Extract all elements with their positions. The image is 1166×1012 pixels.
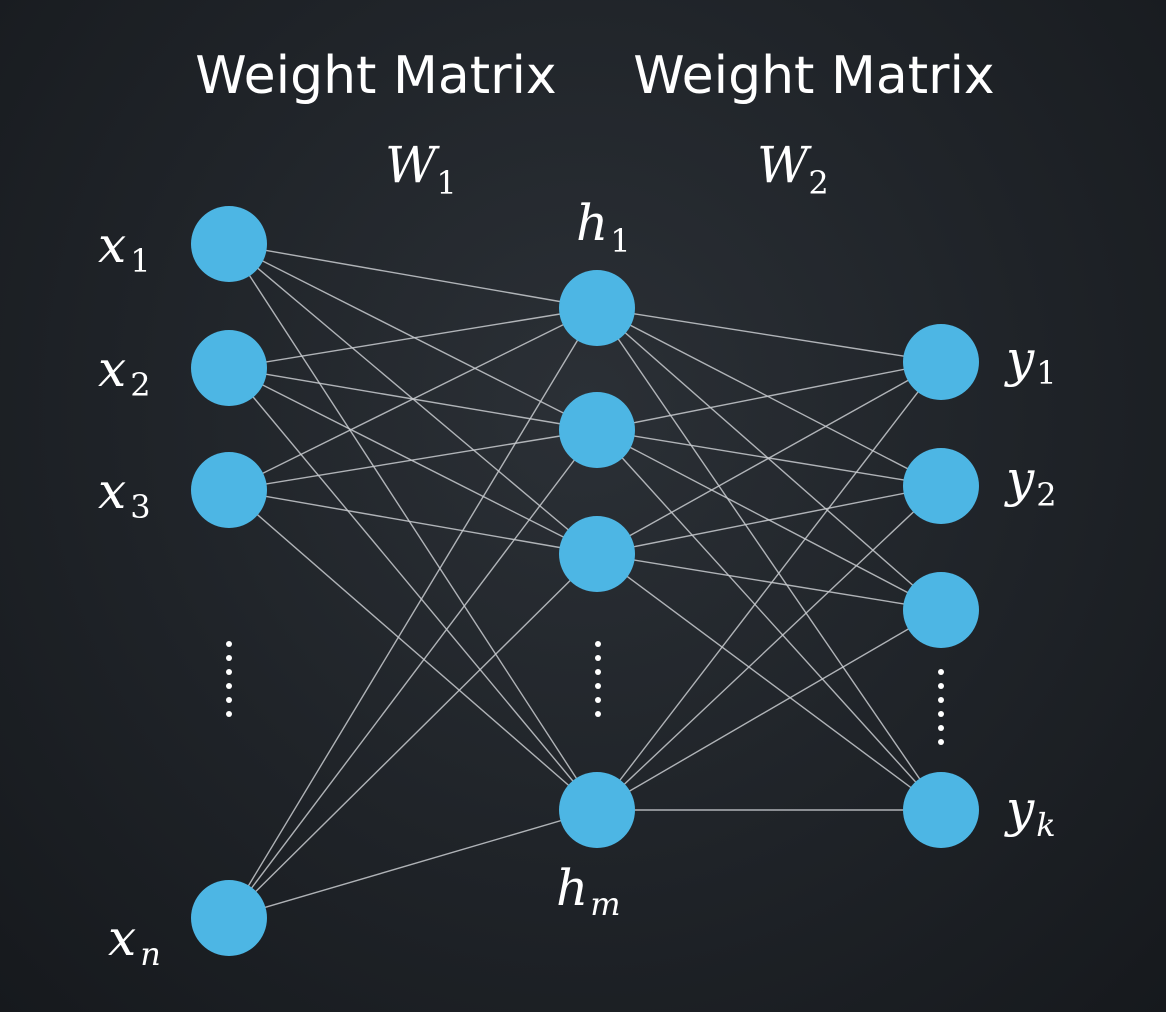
hidden-label-h1-base: h [576, 194, 608, 252]
hidden-ellipsis-dot [595, 641, 601, 647]
weight-matrix-heading-left: Weight Matrix [195, 46, 556, 106]
input-ellipsis-dot [226, 711, 232, 717]
input-ellipsis [226, 641, 232, 717]
hidden-label-h1-sub: 1 [610, 222, 630, 260]
hidden-label-hm-sub: m [590, 885, 620, 923]
output-node-4 [903, 772, 979, 848]
output-label-y1-base: y [1004, 330, 1035, 388]
edge-hidden-output [596, 361, 942, 811]
output-label-yk: yk [1004, 780, 1056, 844]
edge-hidden-output [596, 361, 942, 431]
edge-input-hidden [228, 489, 598, 811]
edge-hidden-output [596, 429, 942, 811]
edge-input-hidden [228, 307, 598, 369]
edge-input-hidden [228, 429, 598, 919]
edge-hidden-output [596, 307, 942, 611]
edge-hidden-output [596, 307, 942, 811]
edge-hidden-output [596, 485, 942, 555]
hidden-label-h1: h1 [576, 194, 631, 260]
hidden-label-hm: hm [556, 859, 621, 923]
edge-input-hidden [228, 307, 598, 919]
input-ellipsis-dot [226, 683, 232, 689]
input-label-xn-base: x [108, 909, 136, 967]
edge-input-hidden [228, 367, 598, 811]
edge-input-hidden [228, 243, 598, 431]
edge-input-hidden [228, 243, 598, 309]
input-label-x3-sub: 3 [130, 488, 150, 526]
input-node-4 [191, 880, 267, 956]
input-node-2 [191, 330, 267, 406]
edge-hidden-output [596, 361, 942, 555]
input-node-3 [191, 452, 267, 528]
hidden-node-2 [559, 392, 635, 468]
hidden-label-hm-base: h [556, 859, 588, 917]
hidden-ellipsis [595, 641, 601, 717]
network-nodes [191, 206, 979, 956]
output-ellipsis-dot [938, 683, 944, 689]
output-ellipsis [938, 669, 944, 745]
output-node-1 [903, 324, 979, 400]
input-ellipsis-dot [226, 697, 232, 703]
input-label-x2-sub: 2 [130, 366, 150, 404]
output-ellipsis-dot [938, 669, 944, 675]
edge-input-hidden [228, 489, 598, 555]
output-label-y2-sub: 2 [1036, 476, 1056, 514]
edge-hidden-output [596, 485, 942, 811]
edge-hidden-output [596, 609, 942, 811]
input-label-x1-sub: 1 [130, 242, 150, 280]
w2-sub: 2 [808, 164, 828, 202]
edge-input-hidden [228, 367, 598, 555]
input-ellipsis-dot [226, 669, 232, 675]
input-node-1 [191, 206, 267, 282]
edge-input-hidden [228, 809, 598, 919]
output-ellipsis-dot [938, 711, 944, 717]
input-label-xn-sub: n [140, 935, 161, 973]
w2-label: W2 [757, 136, 829, 202]
output-ellipsis-dot [938, 725, 944, 731]
hidden-node-4 [559, 772, 635, 848]
output-node-2 [903, 448, 979, 524]
output-label-yk-sub: k [1036, 806, 1055, 844]
connection-lines [228, 243, 942, 919]
output-label-yk-base: y [1004, 780, 1035, 838]
edge-input-hidden [228, 429, 598, 491]
input-label-x3-base: x [98, 462, 126, 520]
hidden-node-3 [559, 516, 635, 592]
hidden-node-1 [559, 270, 635, 346]
input-ellipsis-dot [226, 641, 232, 647]
hidden-ellipsis-dot [595, 711, 601, 717]
w2-base: W [757, 136, 812, 194]
input-label-x2-base: x [98, 340, 126, 398]
edge-hidden-output [596, 307, 942, 487]
w1-base: W [385, 136, 440, 194]
hidden-ellipsis-dot [595, 697, 601, 703]
output-label-y1-sub: 1 [1036, 354, 1056, 392]
hidden-ellipsis-dot [595, 669, 601, 675]
edge-hidden-output [596, 553, 942, 611]
input-ellipsis-dot [226, 655, 232, 661]
output-node-3 [903, 572, 979, 648]
w1-label: W1 [385, 136, 457, 202]
hidden-ellipsis-dot [595, 655, 601, 661]
input-label-x1-base: x [98, 216, 126, 274]
edge-hidden-output [596, 307, 942, 363]
output-ellipsis-dot [938, 739, 944, 745]
output-label-y2-base: y [1004, 450, 1035, 508]
output-ellipsis-dot [938, 697, 944, 703]
hidden-ellipsis-dot [595, 683, 601, 689]
w1-sub: 1 [436, 164, 456, 202]
output-label-y1: y1 [1004, 330, 1057, 392]
edge-input-hidden [228, 307, 598, 491]
edge-input-hidden [228, 243, 598, 811]
weight-matrix-heading-right: Weight Matrix [633, 46, 994, 106]
edge-input-hidden [228, 553, 598, 919]
edge-hidden-output [596, 553, 942, 811]
output-label-y2: y2 [1004, 450, 1057, 514]
